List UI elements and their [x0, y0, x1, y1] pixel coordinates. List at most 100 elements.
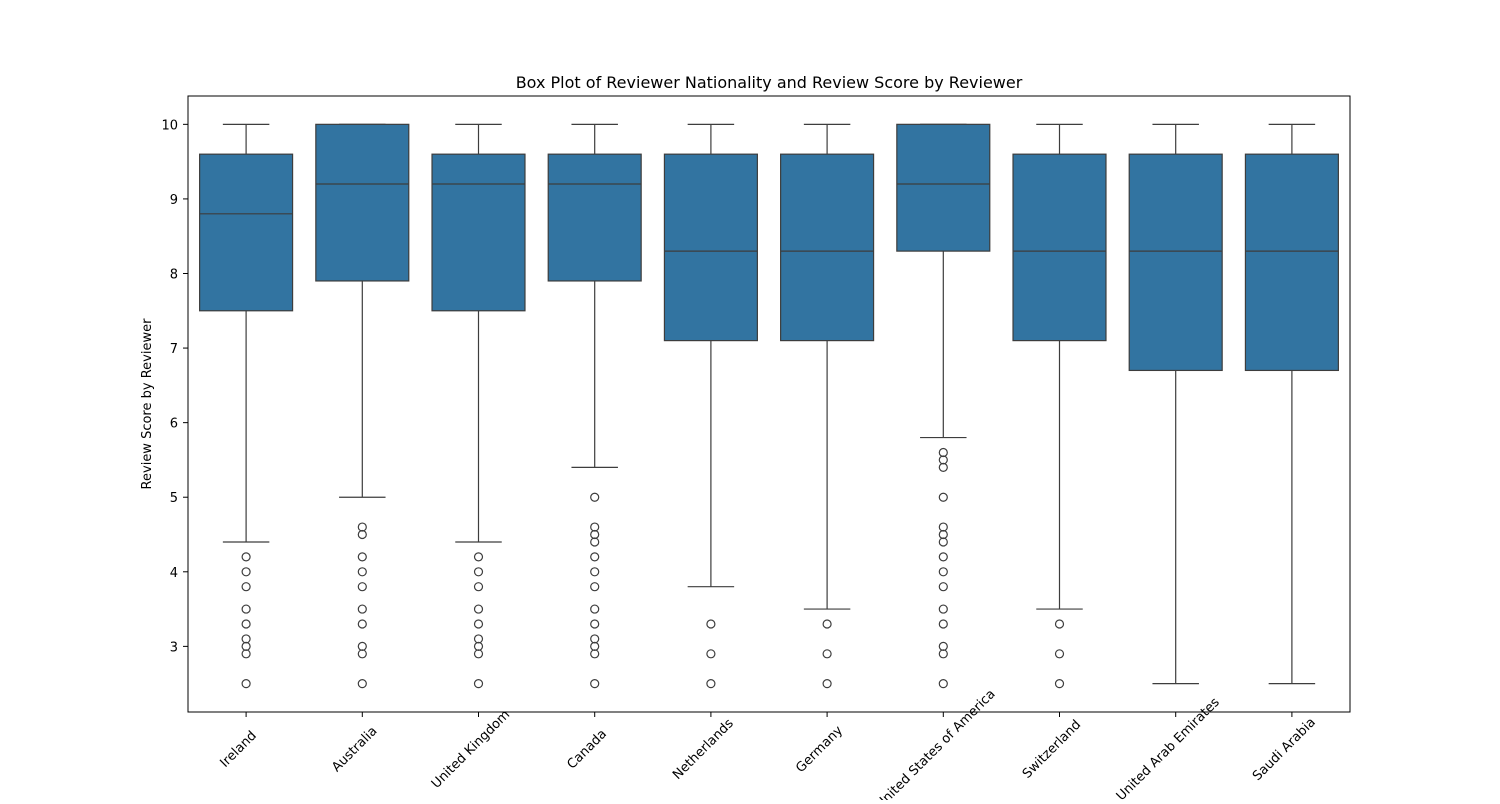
outlier-point	[938, 619, 948, 629]
outlier-point	[590, 529, 600, 540]
outlier-point	[241, 567, 251, 577]
x-tick-label: Germany	[793, 723, 846, 776]
outlier-point	[1054, 649, 1065, 659]
outlier-point	[357, 552, 367, 562]
outlier-point	[938, 537, 948, 547]
chart-title: Box Plot of Reviewer Nationality and Rev…	[516, 73, 1023, 92]
outlier-point	[590, 679, 600, 689]
outlier-point	[473, 679, 484, 689]
iqr-box	[199, 153, 294, 312]
outlier-point	[590, 567, 600, 577]
outlier-point	[357, 619, 367, 629]
iqr-box	[1128, 153, 1223, 372]
outlier-point	[938, 641, 948, 651]
outlier-point	[473, 552, 484, 562]
outlier-point	[590, 604, 600, 614]
outlier-point	[938, 649, 948, 659]
outlier-point	[1054, 619, 1065, 629]
y-tick-label: 8	[170, 267, 178, 282]
outlier-point	[590, 522, 600, 532]
iqr-box	[431, 153, 526, 312]
outlier-point	[590, 492, 600, 502]
outlier-point	[822, 619, 832, 629]
outlier-point	[1054, 679, 1065, 689]
x-tick-label: Ireland	[217, 728, 259, 770]
outlier-point	[822, 679, 832, 689]
outlier-point	[938, 529, 948, 540]
x-tick-label: United Kingdom	[429, 707, 513, 791]
outlier-point	[241, 619, 251, 629]
y-axis-label: Review Score by Reviewer	[140, 318, 155, 490]
outlier-point	[938, 447, 948, 458]
outlier-point	[241, 679, 251, 689]
outlier-point	[473, 567, 484, 577]
iqr-box	[315, 123, 410, 282]
outlier-point	[473, 634, 484, 644]
box-united-kingdom	[431, 123, 526, 689]
x-tick-label: United States of America	[873, 687, 998, 800]
plot-area: 3 4 5 6 7 8 9 10 Ireland Australia United Kingdom C…	[161, 95, 1351, 800]
box-united-arab-emirates	[1128, 123, 1223, 685]
x-tick-label: Netherlands	[670, 716, 737, 783]
outlier-point	[822, 649, 832, 659]
outlier-point	[241, 634, 251, 644]
outlier-point	[241, 552, 251, 562]
outlier-point	[473, 641, 484, 651]
x-tick-label: Switzerland	[1020, 717, 1084, 781]
y-tick-label: 5	[170, 491, 178, 506]
outlier-point	[590, 634, 600, 644]
outlier-point	[938, 567, 948, 577]
outlier-point	[473, 582, 484, 592]
outlier-point	[938, 455, 948, 465]
outlier-point	[590, 641, 600, 651]
box-united-states-of-america	[896, 123, 991, 689]
box-germany	[780, 123, 875, 689]
axes-frame	[187, 95, 1351, 713]
outlier-point	[357, 567, 367, 577]
outlier-point	[357, 522, 367, 532]
iqr-box	[1244, 153, 1339, 372]
outlier-point	[938, 552, 948, 562]
outlier-point	[938, 522, 948, 532]
outlier-point	[357, 649, 367, 659]
outlier-point	[938, 492, 948, 502]
iqr-box	[896, 123, 991, 252]
outlier-point	[590, 649, 600, 659]
outlier-point	[706, 649, 716, 659]
x-tick-label: Saudi Arabia	[1250, 715, 1319, 784]
outlier-point	[590, 619, 600, 629]
outlier-point	[473, 619, 484, 629]
iqr-box	[780, 153, 875, 342]
box-ireland	[199, 123, 294, 689]
outlier-point	[357, 529, 367, 540]
iqr-box	[547, 153, 642, 282]
outlier-point	[590, 552, 600, 562]
outlier-point	[241, 649, 251, 659]
outlier-point	[241, 641, 251, 651]
x-tick-label: United Arab Emirates	[1114, 695, 1223, 800]
outlier-point	[590, 537, 600, 547]
outlier-point	[938, 679, 948, 689]
outlier-point	[357, 604, 367, 614]
outlier-point	[357, 679, 367, 689]
outlier-point	[473, 604, 484, 614]
box-switzerland	[1012, 123, 1107, 689]
outlier-point	[473, 649, 484, 659]
outlier-point	[357, 641, 367, 651]
x-tick-label: Canada	[564, 727, 610, 773]
y-tick-label: 10	[161, 118, 178, 133]
outlier-point	[938, 462, 948, 472]
y-tick-label: 3	[170, 640, 178, 655]
outlier-point	[357, 582, 367, 592]
outlier-point	[938, 582, 948, 592]
box-netherlands	[663, 123, 758, 689]
box-canada	[547, 123, 642, 689]
outlier-point	[706, 679, 716, 689]
box-saudi-arabia	[1244, 123, 1339, 685]
box-australia	[315, 123, 410, 689]
outlier-point	[241, 582, 251, 592]
outlier-point	[590, 582, 600, 592]
y-tick-label: 9	[170, 193, 178, 208]
